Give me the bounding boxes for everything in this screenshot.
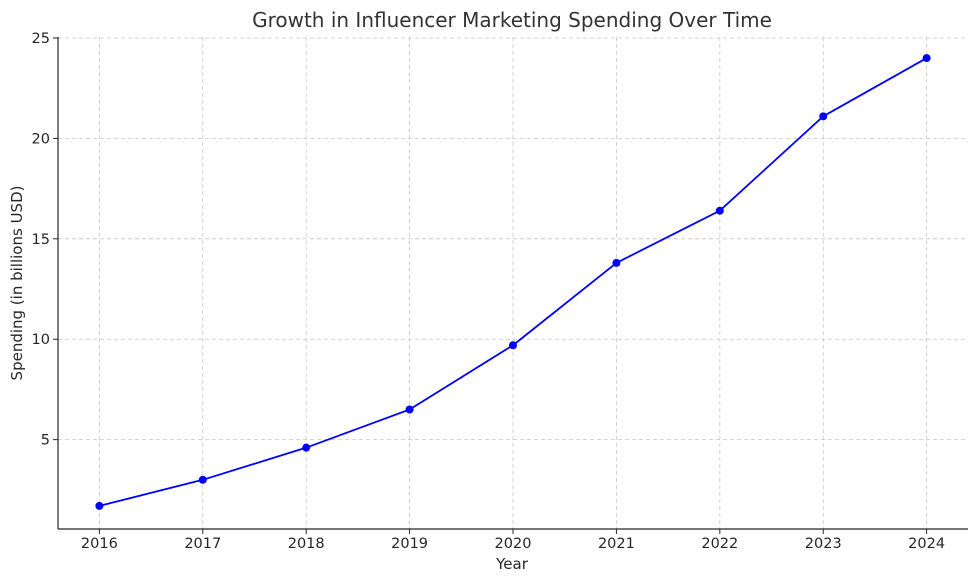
data-point-2017 <box>198 475 207 484</box>
x-axis-label: Year <box>495 555 529 573</box>
x-tick-label: 2022 <box>701 536 738 552</box>
x-tick-label: 2019 <box>391 536 428 552</box>
x-tick-label: 2018 <box>288 536 325 552</box>
data-point-2022 <box>715 206 724 215</box>
data-point-2020 <box>509 341 517 350</box>
x-tick-label: 2023 <box>805 536 842 552</box>
data-point-2018 <box>302 443 311 452</box>
data-point-2019 <box>405 405 414 414</box>
y-tick-label: 25 <box>32 31 50 47</box>
x-tick-label: 2016 <box>81 536 118 552</box>
y-tick-label: 5 <box>41 433 50 449</box>
chart-title: Growth in Influencer Marketing Spending … <box>252 8 772 32</box>
x-tick-label: 2017 <box>184 536 221 552</box>
data-point-2021 <box>612 258 621 267</box>
x-axis-ticks: 2016 2017 2018 2019 2020 2021 2022 2023 2024 <box>81 529 945 552</box>
y-tick-label: 10 <box>32 332 50 348</box>
x-tick-label: 2024 <box>908 536 945 552</box>
y-tick-label: 20 <box>32 131 50 147</box>
x-tick-label: 2021 <box>598 536 635 552</box>
x-tick-label: 2020 <box>495 536 532 552</box>
data-point-2023 <box>819 112 828 121</box>
data-point-2016 <box>95 501 104 510</box>
y-tick-label: 15 <box>32 232 50 248</box>
data-point-2024 <box>922 54 931 63</box>
y-axis-label: Spending (in billions USD) <box>8 186 26 381</box>
series-group <box>95 54 931 510</box>
y-axis-ticks: 5 10 15 20 25 <box>32 31 58 449</box>
grid-lines <box>58 37 968 529</box>
